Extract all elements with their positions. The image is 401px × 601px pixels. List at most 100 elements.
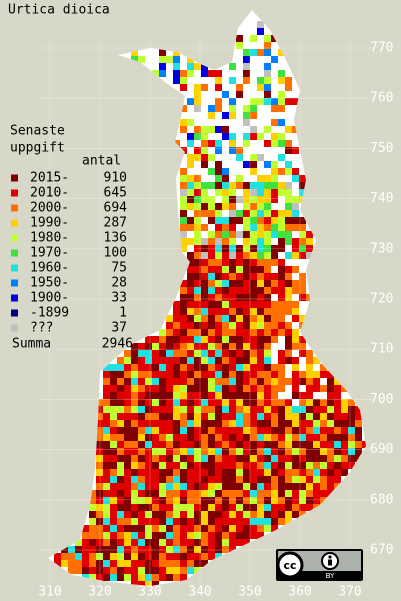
map-cell bbox=[173, 434, 180, 441]
map-cell bbox=[173, 49, 180, 56]
map-cell bbox=[173, 574, 180, 581]
map-cell bbox=[131, 392, 138, 399]
map-cell bbox=[124, 518, 131, 525]
map-cell bbox=[243, 315, 250, 322]
map-cell bbox=[201, 392, 208, 399]
map-cell bbox=[180, 105, 187, 112]
map-cell bbox=[194, 406, 201, 413]
map-cell bbox=[313, 357, 320, 364]
map-cell bbox=[313, 448, 320, 455]
map-cell bbox=[278, 322, 285, 329]
map-cell bbox=[320, 420, 327, 427]
map-cell bbox=[152, 357, 159, 364]
map-cell bbox=[299, 497, 306, 504]
map-cell bbox=[187, 287, 194, 294]
legend-count: 910 bbox=[104, 171, 127, 186]
map-cell bbox=[243, 434, 250, 441]
map-cell bbox=[278, 315, 285, 322]
map-cell bbox=[103, 476, 110, 483]
map-cell bbox=[187, 175, 194, 182]
map-cell bbox=[208, 476, 215, 483]
map-cell bbox=[271, 364, 278, 371]
map-cell bbox=[131, 385, 138, 392]
map-cell bbox=[194, 91, 201, 98]
map-cell bbox=[124, 511, 131, 518]
map-cell bbox=[152, 483, 159, 490]
map-cell bbox=[292, 378, 299, 385]
map-cell bbox=[208, 294, 215, 301]
map-cell bbox=[292, 308, 299, 315]
map-cell bbox=[285, 427, 292, 434]
map-cell bbox=[145, 581, 152, 586]
map-cell bbox=[180, 231, 187, 238]
map-cell bbox=[236, 301, 243, 308]
map-cell bbox=[110, 392, 117, 399]
map-cell bbox=[117, 490, 124, 497]
map-cell bbox=[131, 364, 138, 371]
map-cell bbox=[285, 336, 292, 343]
legend-swatch bbox=[11, 279, 18, 287]
map-cell bbox=[180, 441, 187, 448]
map-cell bbox=[222, 301, 229, 308]
map-cell bbox=[173, 399, 180, 406]
map-cell bbox=[278, 238, 285, 245]
map-cell bbox=[257, 175, 264, 182]
map-cell bbox=[222, 525, 229, 532]
map-cell bbox=[243, 427, 250, 434]
map-cell bbox=[215, 259, 222, 266]
map-cell bbox=[201, 287, 208, 294]
map-cell bbox=[117, 504, 124, 511]
map-cell bbox=[159, 539, 166, 546]
map-cell bbox=[250, 154, 257, 161]
map-cell bbox=[215, 105, 222, 112]
map-cell bbox=[285, 448, 292, 455]
map-cell bbox=[215, 140, 222, 147]
map-cell bbox=[194, 154, 201, 161]
map-cell bbox=[159, 462, 166, 469]
map-cell bbox=[243, 189, 250, 196]
map-cell bbox=[257, 266, 264, 273]
map-cell bbox=[229, 413, 236, 420]
map-cell bbox=[229, 322, 236, 329]
map-cell bbox=[215, 553, 222, 560]
map-cell bbox=[215, 77, 222, 84]
map-cell bbox=[278, 98, 285, 105]
map-cell bbox=[187, 259, 194, 266]
map-cell bbox=[117, 378, 124, 385]
map-cell bbox=[187, 504, 194, 511]
map-cell bbox=[208, 287, 215, 294]
map-cell bbox=[152, 469, 159, 476]
y-axis-label: 680 bbox=[370, 492, 393, 507]
map-cell bbox=[61, 560, 68, 567]
map-cell bbox=[208, 105, 215, 112]
by-text: BY bbox=[326, 572, 335, 580]
map-cell bbox=[159, 469, 166, 476]
map-cell bbox=[222, 308, 229, 315]
map-cell bbox=[201, 266, 208, 273]
map-cell bbox=[257, 77, 264, 84]
map-cell bbox=[271, 420, 278, 427]
map-cell bbox=[187, 469, 194, 476]
map-cell bbox=[257, 350, 264, 357]
map-cell bbox=[250, 287, 257, 294]
map-cell bbox=[243, 266, 250, 273]
map-cell bbox=[194, 238, 201, 245]
map-cell bbox=[124, 546, 131, 553]
map-cell bbox=[264, 273, 271, 280]
map-cell bbox=[187, 322, 194, 329]
map-cell bbox=[292, 175, 299, 182]
map-cell bbox=[187, 553, 194, 560]
map-cell bbox=[208, 448, 215, 455]
map-cell bbox=[152, 497, 159, 504]
map-cell bbox=[173, 315, 180, 322]
map-cell bbox=[243, 224, 250, 231]
map-cell bbox=[250, 105, 257, 112]
map-cell bbox=[264, 350, 271, 357]
map-cell bbox=[236, 385, 243, 392]
map-cell bbox=[313, 469, 320, 476]
map-cell bbox=[215, 399, 222, 406]
map-cell bbox=[285, 469, 292, 476]
map-cell bbox=[264, 476, 271, 483]
map-cell bbox=[327, 406, 334, 413]
map-cell bbox=[348, 434, 355, 441]
